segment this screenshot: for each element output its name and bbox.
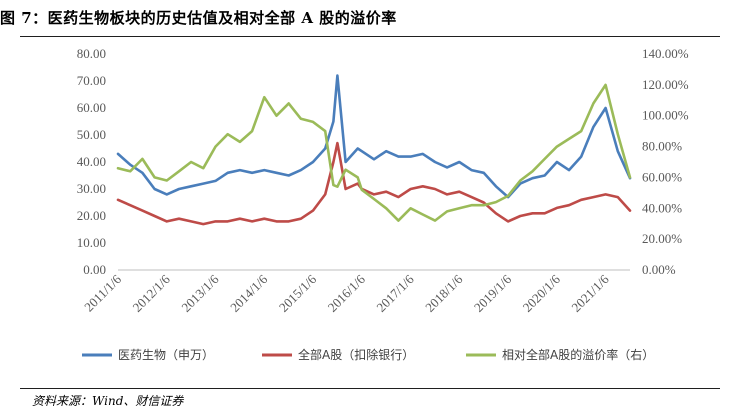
source-note: 资料来源：Wind、财信证券 (32, 394, 184, 408)
x-tick-label: 2017/1/6 (373, 271, 417, 315)
left-tick-label: 20.00 (77, 208, 106, 223)
left-tick-label: 60.00 (77, 100, 106, 115)
left-tick-label: 50.00 (77, 127, 106, 142)
x-tick-label: 2012/1/6 (130, 271, 174, 315)
right-tick-label: 140.00% (642, 46, 689, 61)
x-tick-label: 2020/1/6 (520, 271, 564, 315)
series-line-2 (116, 141, 632, 226)
right-tick-label: 40.00% (642, 200, 682, 215)
x-tick-label: 2016/1/6 (325, 271, 369, 315)
title-bar (20, 6, 720, 37)
legend-label-1: 医药生物（申万） (118, 348, 214, 362)
figure-title: 图 7：医药生物板块的历史估值及相对全部 A 股的溢价率 (0, 9, 397, 27)
legend-label-2: 全部A股（扣除银行） (298, 347, 414, 362)
left-tick-label: 0.00 (83, 262, 106, 277)
series-line-3 (116, 83, 632, 222)
x-tick-label: 2015/1/6 (276, 271, 320, 315)
x-tick-label: 2013/1/6 (178, 271, 222, 315)
left-tick-label: 70.00 (77, 73, 106, 88)
source-divider (20, 388, 720, 389)
right-tick-label: 60.00% (642, 169, 682, 184)
left-tick-label: 30.00 (77, 181, 106, 196)
right-tick-label: 100.00% (642, 108, 689, 123)
right-tick-label: 20.00% (642, 231, 682, 246)
x-tick-label: 2021/1/6 (568, 271, 612, 315)
x-tick-label: 2011/1/6 (81, 271, 124, 314)
series-line-1 (116, 74, 632, 199)
right-tick-label: 120.00% (642, 77, 689, 92)
left-tick-label: 40.00 (77, 154, 106, 169)
x-tick-label: 2014/1/6 (227, 271, 271, 315)
left-tick-label: 80.00 (77, 46, 106, 61)
right-tick-label: 0.00% (642, 262, 676, 277)
x-tick-label: 2018/1/6 (422, 271, 466, 315)
left-tick-label: 10.00 (77, 235, 106, 250)
legend-label-3: 相对全部A股的溢价率（右） (502, 347, 654, 362)
right-tick-label: 80.00% (642, 139, 682, 154)
x-tick-label: 2019/1/6 (471, 271, 515, 315)
